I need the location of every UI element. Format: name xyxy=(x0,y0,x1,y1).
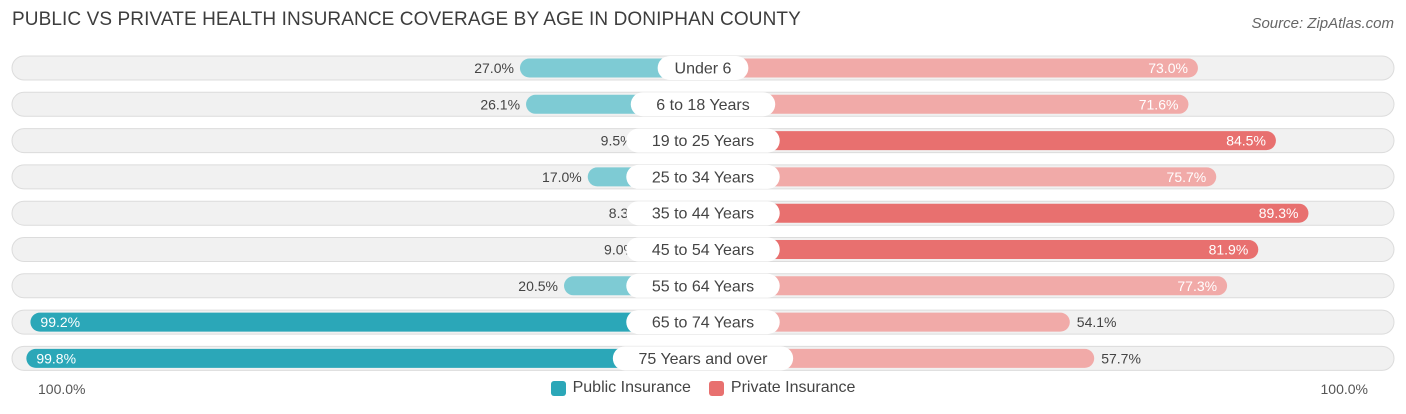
category-pill-25-to-34-years xyxy=(626,164,780,189)
category-label-35-to-44-years: 35 to 44 Years xyxy=(652,206,754,223)
bar-private-65-to-74-years xyxy=(703,312,1070,332)
category-pill-45-to-54-years xyxy=(626,237,780,262)
category-pill-35-to-44-years xyxy=(626,201,780,226)
label-private-19-to-25-years: 84.5% xyxy=(1226,133,1266,149)
legend-label-public: Public Insurance xyxy=(572,379,691,396)
axis-left-label: 100.0% xyxy=(38,381,86,397)
label-private-6-to-18-years: 71.6% xyxy=(1139,96,1179,112)
category-pill-under-6 xyxy=(657,56,749,80)
category-label-45-to-54-years: 45 to 54 Years xyxy=(652,242,754,259)
category-label-65-to-74-years: 65 to 74 Years xyxy=(652,315,754,332)
category-label-under-6: Under 6 xyxy=(675,61,732,78)
category-label-19-to-25-years: 19 to 25 Years xyxy=(652,133,754,150)
label-private-35-to-44-years: 89.3% xyxy=(1259,205,1299,221)
bar-private-6-to-18-years xyxy=(703,94,1189,114)
category-label-6-to-18-years: 6 to 18 Years xyxy=(656,97,749,114)
bar-public-under-6 xyxy=(519,58,703,78)
label-public-75-years-and-over: 99.8% xyxy=(36,350,76,366)
category-pill-75-years-and-over xyxy=(612,346,794,371)
coverage-chart: 27.0% 73.0% Under 6 26.1% 71.6% 6 to 18 Years… xyxy=(11,55,1395,371)
axis-right-label: 100.0% xyxy=(1320,381,1368,397)
legend-item-private: Private Insurance xyxy=(708,379,856,397)
bar-private-under-6 xyxy=(703,58,1198,78)
legend-item-public: Public Insurance xyxy=(550,379,691,397)
label-private-45-to-54-years: 81.9% xyxy=(1209,242,1249,258)
legend: Public Insurance Private Insurance xyxy=(0,379,1406,397)
bar-public-75-years-and-over xyxy=(26,348,703,368)
label-public-25-to-34-years: 17.0% xyxy=(542,169,582,185)
label-public-under-6: 27.0% xyxy=(474,60,514,76)
bar-public-65-to-74-years xyxy=(30,312,703,332)
label-private-under-6: 73.0% xyxy=(1148,60,1188,76)
label-private-65-to-74-years: 54.1% xyxy=(1077,314,1117,330)
bar-private-25-to-34-years xyxy=(703,167,1217,187)
category-pill-55-to-64-years xyxy=(626,273,780,298)
legend-swatch-public xyxy=(550,380,566,396)
legend-label-private: Private Insurance xyxy=(730,379,856,396)
category-label-55-to-64-years: 55 to 64 Years xyxy=(652,278,754,295)
label-public-6-to-18-years: 26.1% xyxy=(480,96,520,112)
label-private-75-years-and-over: 57.7% xyxy=(1101,350,1141,366)
bar-private-55-to-64-years xyxy=(703,276,1228,296)
label-public-65-to-74-years: 99.2% xyxy=(40,314,80,330)
label-public-19-to-25-years: 9.5% xyxy=(601,133,633,149)
source-label: Source: ZipAtlas.com xyxy=(1251,15,1394,32)
chart-title: PUBLIC VS PRIVATE HEALTH INSURANCE COVER… xyxy=(12,9,801,30)
category-pill-65-to-74-years xyxy=(626,310,780,335)
bar-private-35-to-44-years xyxy=(703,203,1309,223)
label-private-25-to-34-years: 75.7% xyxy=(1167,169,1207,185)
category-pill-6-to-18-years xyxy=(630,92,776,117)
bar-private-19-to-25-years xyxy=(703,131,1276,151)
bar-private-45-to-54-years xyxy=(703,240,1259,259)
legend-swatch-private xyxy=(708,380,724,396)
bar-private-75-years-and-over xyxy=(703,348,1095,368)
category-label-25-to-34-years: 25 to 34 Years xyxy=(652,169,754,186)
label-private-55-to-64-years: 77.3% xyxy=(1177,278,1217,294)
category-label-75-years-and-over: 75 Years and over xyxy=(639,351,769,368)
category-pill-19-to-25-years xyxy=(626,128,780,153)
label-public-55-to-64-years: 20.5% xyxy=(518,278,558,294)
